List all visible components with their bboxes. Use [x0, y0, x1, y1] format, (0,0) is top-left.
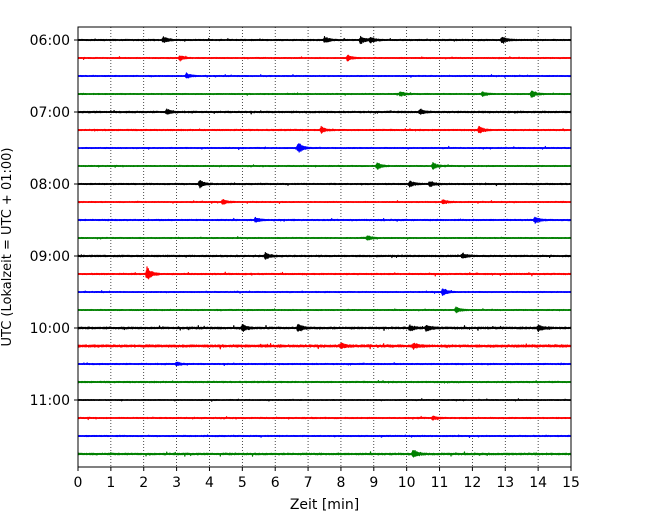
x-tick-label: 1 [106, 475, 115, 491]
y-axis-ticks: 06:00 07:00 08:00 09:00 10:00 11:00 [30, 33, 78, 409]
y-tick-label: 10:00 [30, 321, 70, 337]
y-tick-label: 09:00 [30, 249, 70, 265]
x-tick-label: 8 [336, 475, 345, 491]
x-tick-label: 0 [74, 475, 83, 491]
x-tick-label: 13 [496, 475, 514, 491]
x-axis-label: Zeit [min] [290, 497, 359, 513]
trace-layer [77, 35, 572, 458]
x-tick-label: 4 [205, 475, 214, 491]
x-tick-label: 9 [369, 475, 378, 491]
y-tick-label: 11:00 [30, 393, 70, 409]
x-tick-label: 15 [562, 475, 580, 491]
x-tick-label: 2 [139, 475, 148, 491]
x-tick-label: 12 [463, 475, 481, 491]
y-tick-label: 06:00 [30, 33, 70, 49]
y-tick-label: 07:00 [30, 105, 70, 121]
x-tick-label: 7 [304, 475, 313, 491]
seismogram-trace [77, 266, 572, 280]
x-tick-label: 11 [431, 475, 449, 491]
plot-frame [77, 26, 572, 468]
x-tick-label: 3 [172, 475, 181, 491]
x-tick-label: 5 [238, 475, 247, 491]
x-tick-label: 14 [529, 475, 547, 491]
grid-lines [110, 27, 539, 467]
x-tick-label: 6 [271, 475, 280, 491]
y-axis-label: UTC (Lokalzeit = UTC + 01:00) [0, 148, 15, 347]
x-tick-label: 10 [398, 475, 416, 491]
y-tick-label: 08:00 [30, 177, 70, 193]
x-axis-ticks: 0 1 2 3 4 5 6 7 8 9 10 11 12 13 14 15 [74, 467, 580, 491]
